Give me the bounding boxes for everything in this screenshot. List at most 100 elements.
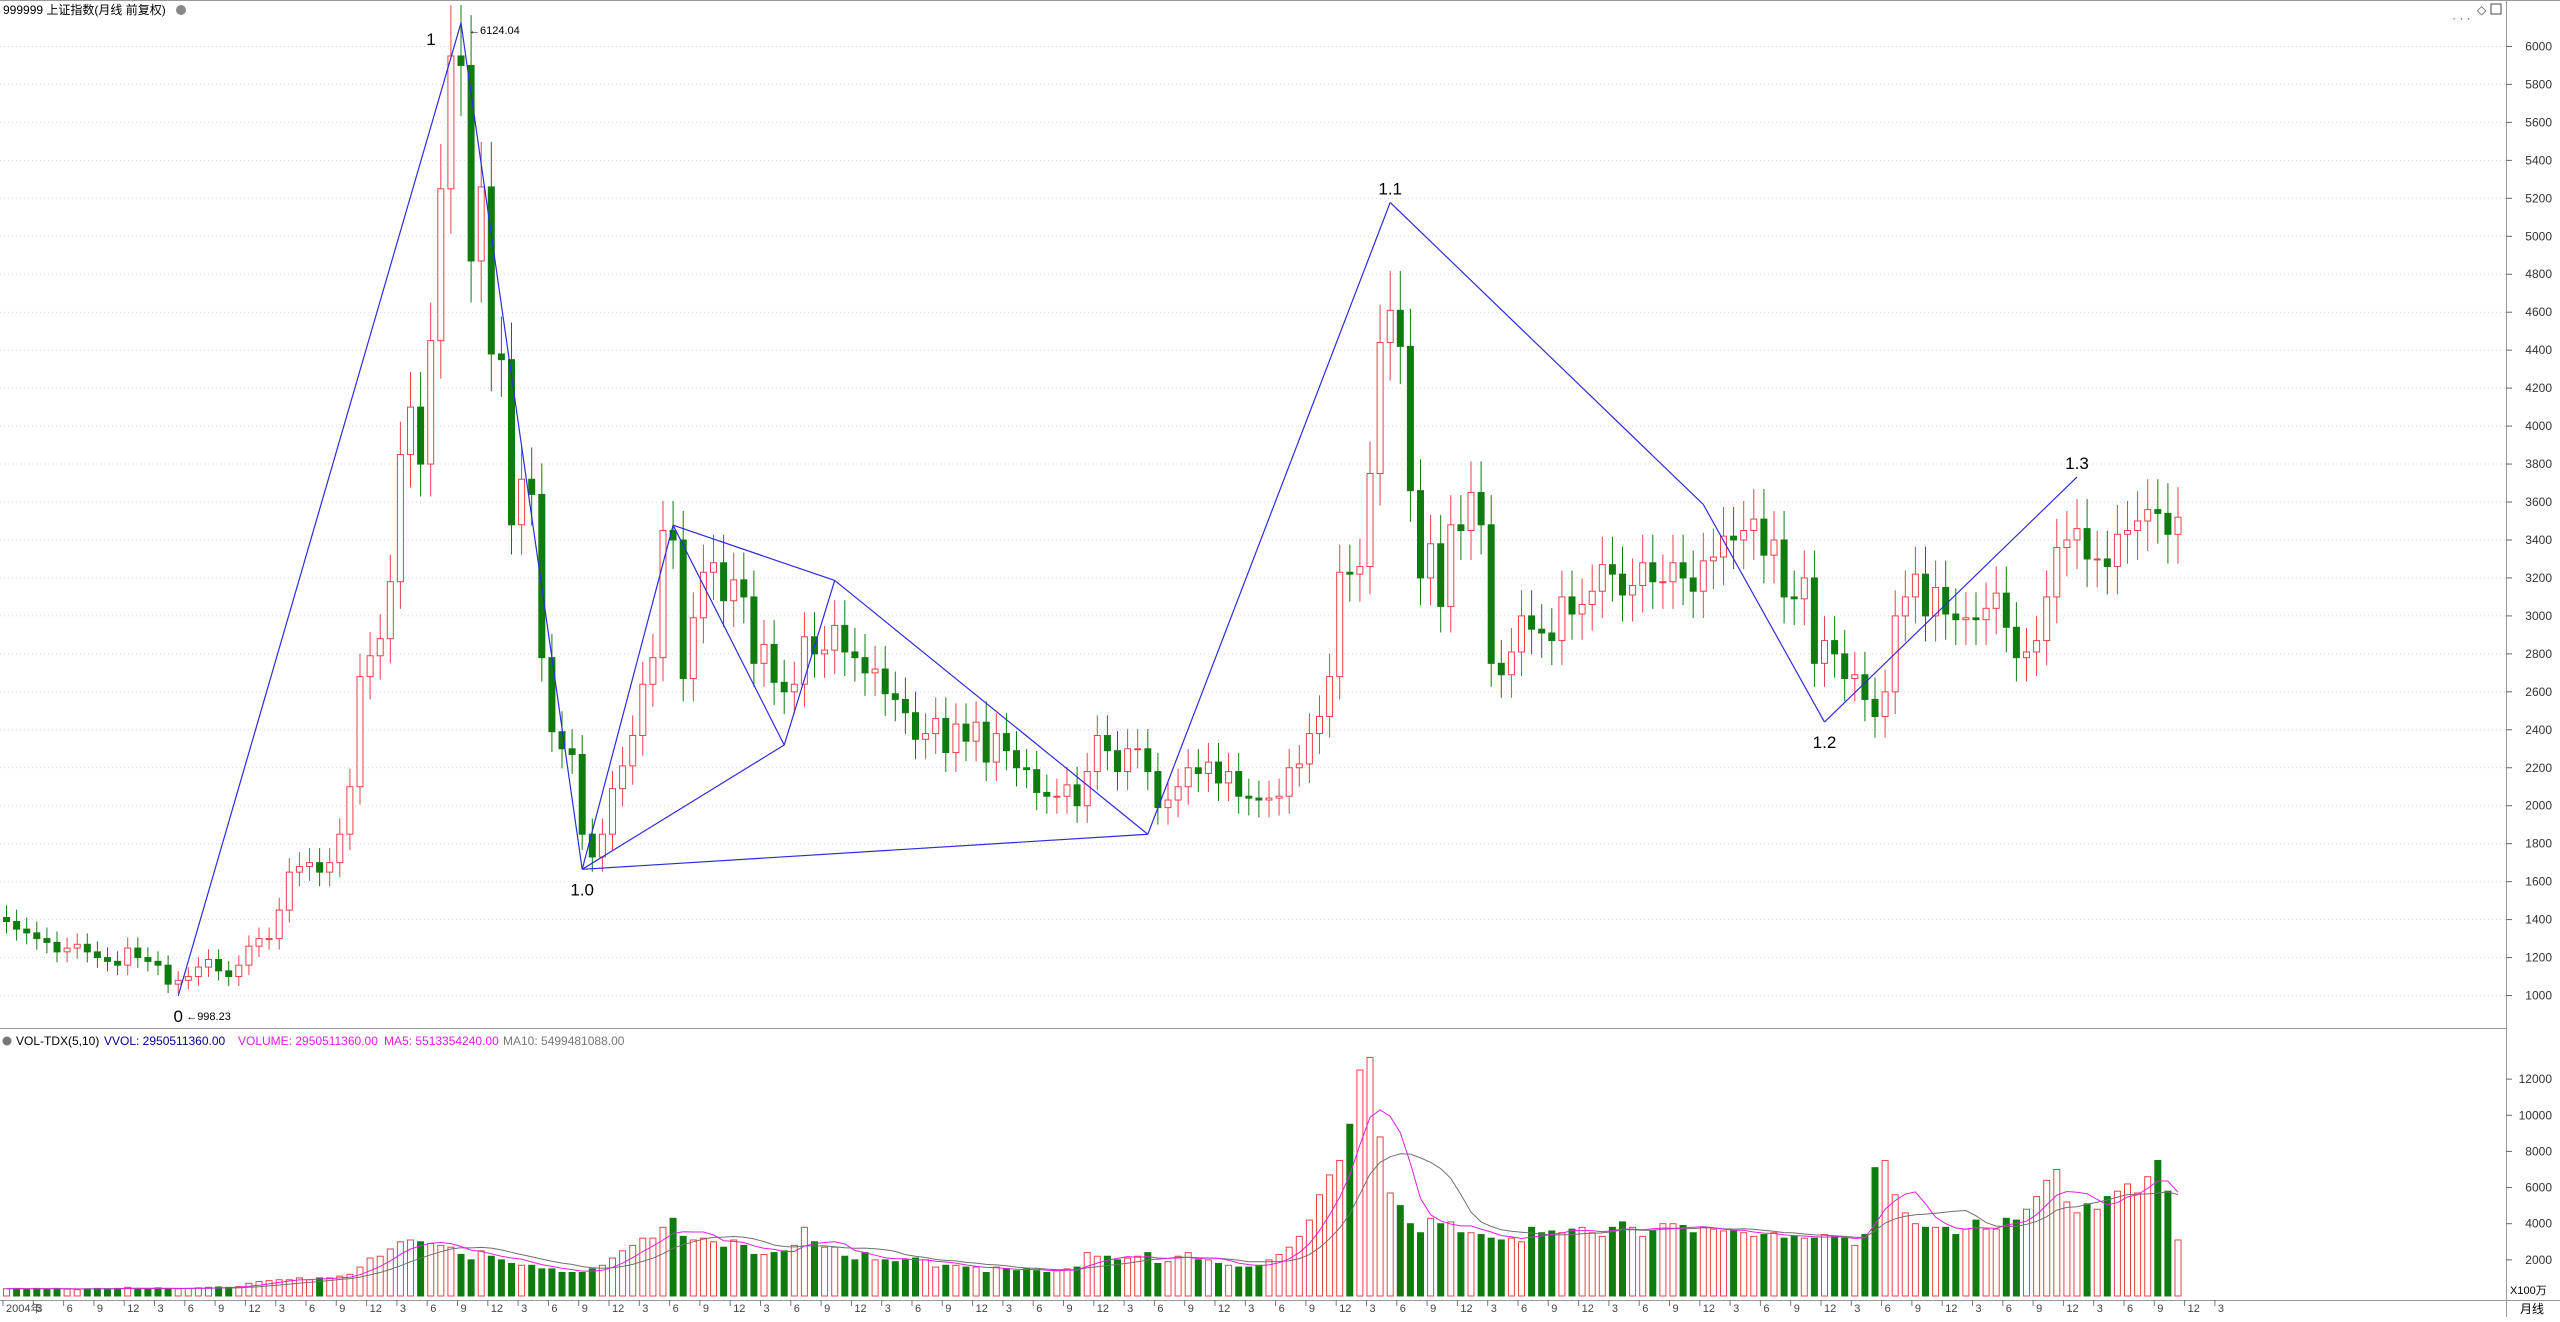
candle: [184, 967, 192, 990]
candle: [1093, 715, 1101, 791]
candle-body: [215, 958, 223, 972]
candle-body: [1285, 767, 1293, 797]
volume-bar: [609, 1257, 616, 1297]
volume-bar: [1447, 1221, 1455, 1297]
volume-bar: [497, 1259, 505, 1297]
volume-bar: [699, 1237, 707, 1297]
candle-body: [851, 651, 859, 659]
candle: [861, 633, 869, 696]
volume-bar: [1144, 1252, 1152, 1297]
volume-bar: [1548, 1230, 1556, 1297]
price-tick-label: 3200: [2525, 571, 2552, 585]
candle: [1316, 695, 1323, 754]
candle-body: [1790, 596, 1798, 600]
volume-bar: [346, 1273, 354, 1297]
volume-bar: [2113, 1190, 2121, 1297]
volume-bar: [2023, 1208, 2030, 1297]
candle-body: [922, 733, 930, 740]
volume-bar: [275, 1279, 283, 1297]
candle-body: [346, 786, 354, 835]
candle-body: [1558, 596, 1566, 642]
volume-bar: [1134, 1255, 1142, 1297]
price-tick-label: 5000: [2525, 229, 2552, 243]
volume-bar: [1962, 1228, 1970, 1297]
volume-bar: [1831, 1235, 1839, 1297]
volume-bar: [437, 1244, 445, 1297]
diamond-icon[interactable]: ◇: [2477, 3, 2487, 17]
candle-body: [679, 539, 687, 680]
date-tick-label: 9: [1551, 1303, 1557, 1315]
volume-bar: [649, 1237, 657, 1297]
candle: [831, 600, 839, 675]
candle: [124, 937, 132, 976]
volume-bar: [1578, 1226, 1586, 1297]
volume-bar: [1649, 1230, 1657, 1297]
candle: [1184, 748, 1192, 805]
settings-icon[interactable]: [176, 5, 186, 15]
date-tick-label: 12: [1582, 1303, 1594, 1315]
candle-body: [275, 909, 283, 940]
candle: [194, 957, 202, 986]
date-tick-label: 9: [1309, 1303, 1315, 1315]
candle: [1699, 532, 1707, 618]
restore-icon[interactable]: [2490, 3, 2502, 15]
volume-bar: [2103, 1196, 2111, 1297]
volume-bar: [720, 1246, 728, 1297]
candle: [508, 322, 515, 555]
candle-body: [1063, 784, 1071, 797]
candle-body: [1417, 490, 1424, 579]
wave-label: 1: [426, 30, 435, 49]
candle-body: [1477, 492, 1485, 526]
volume-bar: [447, 1246, 455, 1297]
candle-body: [447, 55, 455, 190]
candle-body: [1720, 535, 1727, 558]
date-tick-label: 12: [248, 1303, 260, 1315]
date-tick-label: 12: [2188, 1303, 2200, 1315]
price-tick-label: 2600: [2525, 685, 2552, 699]
volume-bar: [1730, 1230, 1738, 1297]
candle-body: [1013, 750, 1020, 769]
date-tick-label: 12: [1460, 1303, 1472, 1315]
price-tick-label: 6000: [2525, 39, 2552, 53]
date-tick-label: 12: [976, 1303, 988, 1315]
volume-bar: [43, 1288, 51, 1297]
date-tick-label: 3: [1248, 1303, 1254, 1315]
candle-body: [508, 359, 515, 526]
volume-bar: [1164, 1261, 1172, 1297]
volume-bar: [508, 1262, 515, 1297]
volume-settings-icon[interactable]: [2, 1036, 12, 1046]
candle: [43, 927, 51, 954]
candle: [1497, 639, 1505, 698]
candle-body: [316, 862, 324, 873]
candle-body: [93, 951, 101, 959]
candle: [396, 421, 404, 609]
candle-body: [1972, 617, 1980, 621]
volume-bar: [1881, 1159, 1889, 1297]
candle: [1538, 604, 1546, 658]
candle-body: [750, 596, 758, 664]
candle-body: [1810, 577, 1818, 664]
candle: [1204, 743, 1212, 792]
date-tick-label: 9: [461, 1303, 467, 1315]
candle: [235, 955, 243, 986]
candle-body: [467, 64, 475, 262]
candle-body: [1336, 571, 1344, 678]
candle: [1629, 558, 1637, 622]
volume-tick-label: 12000: [2519, 1072, 2553, 1086]
candle-body: [770, 643, 778, 683]
candle: [33, 921, 41, 950]
volume-bar: [1417, 1232, 1424, 1297]
candle-body: [1174, 786, 1182, 801]
candle: [1396, 270, 1404, 385]
candle: [1245, 778, 1253, 816]
candle: [1780, 510, 1788, 624]
candle-body: [1871, 698, 1879, 718]
volume-bar: [1023, 1268, 1031, 1297]
date-tick-label: 3: [1006, 1303, 1012, 1315]
candle: [1033, 750, 1041, 811]
price-tick-label: 2200: [2525, 761, 2552, 775]
candle: [1487, 495, 1495, 687]
volume-bar: [1285, 1246, 1293, 1297]
candle-body: [609, 788, 616, 835]
candle: [306, 848, 313, 881]
